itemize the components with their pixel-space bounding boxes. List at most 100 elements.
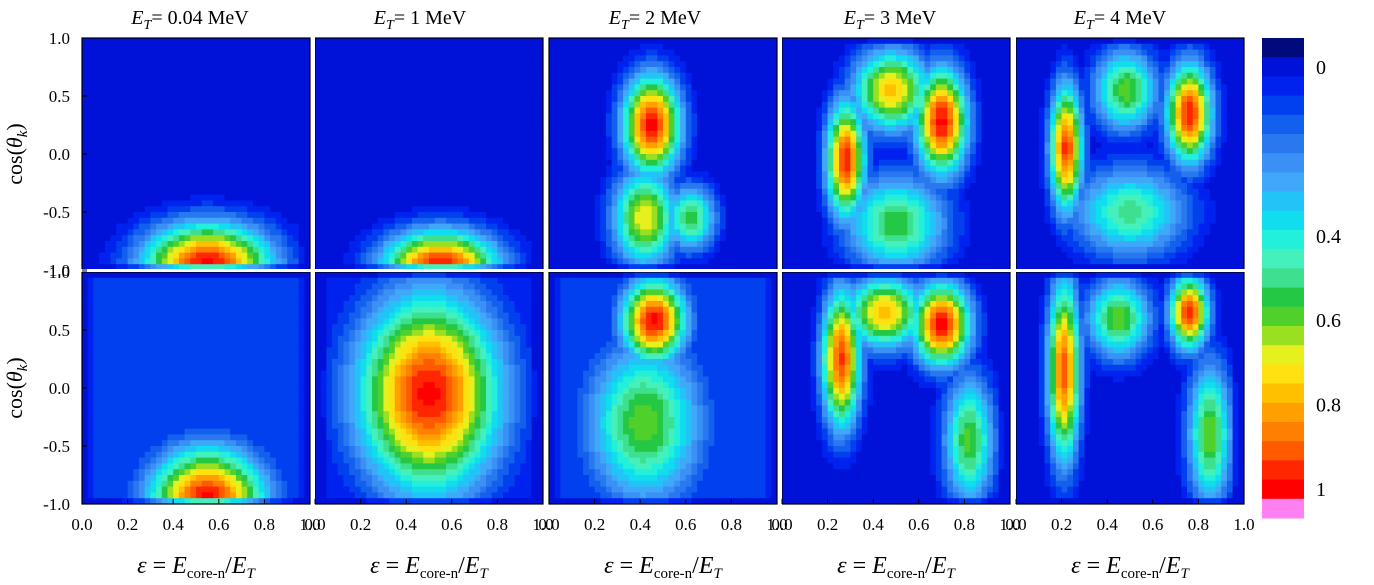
heat-cell [708, 246, 715, 254]
heat-cell [497, 61, 504, 68]
heat-cell [663, 212, 670, 219]
heat-cell [691, 171, 698, 178]
heat-cell [804, 107, 812, 114]
heat-cell [793, 78, 800, 85]
heat-cell [224, 130, 231, 138]
heat-cell [394, 258, 402, 265]
heat-cell [765, 72, 772, 80]
heat-cell [406, 125, 413, 132]
heat-cell [566, 119, 573, 126]
heat-cell [645, 148, 653, 155]
heat-cell [292, 136, 300, 143]
heat-cell [663, 177, 670, 184]
heat-cell [600, 188, 607, 196]
heat-cell [560, 246, 567, 254]
heat-cell [577, 177, 584, 184]
heat-cell [634, 148, 641, 155]
heat-cell [343, 177, 350, 184]
heat-cell [451, 252, 459, 259]
heat-cell [372, 229, 379, 236]
heat-cell [332, 130, 339, 138]
heat-cell [554, 61, 561, 68]
heat-cell [588, 55, 596, 62]
heat-cell [287, 223, 294, 230]
heat-cell [110, 55, 117, 62]
heat-cell [400, 49, 407, 56]
heat-cell [566, 101, 573, 109]
heat-cell [218, 171, 226, 178]
heat-cell [275, 235, 283, 242]
heat-cell [315, 49, 322, 56]
heat-cell [264, 154, 271, 161]
heat-cell [275, 38, 283, 45]
heat-cell [394, 96, 402, 103]
heat-cell [354, 223, 362, 230]
heat-cell [156, 101, 163, 109]
heat-cell [326, 177, 333, 184]
heat-cell [389, 119, 396, 126]
heat-cell [611, 61, 618, 68]
heat-cell [173, 165, 180, 172]
heat-cell [337, 194, 345, 201]
heat-cell [82, 119, 89, 126]
heat-cell [508, 217, 516, 225]
heat-cell [190, 119, 197, 126]
heat-cell [787, 90, 794, 97]
heat-cell [270, 235, 277, 242]
heat-cell [133, 183, 140, 190]
heat-cell [503, 113, 510, 120]
heat-cell [394, 67, 402, 74]
heat-cell [423, 264, 430, 270]
heat-cell [423, 49, 430, 56]
heat-cell [389, 67, 396, 74]
heat-cell [400, 264, 407, 270]
heat-cell [537, 78, 543, 85]
heat-cell [104, 165, 112, 172]
heat-cell [514, 217, 521, 225]
heat-cell [623, 217, 630, 225]
heat-cell [196, 78, 203, 85]
heat-cell [640, 84, 647, 91]
heat-cell [150, 177, 157, 184]
heat-cell [645, 84, 653, 91]
heat-cell [531, 67, 538, 74]
heat-cell [463, 67, 470, 74]
heat-cell [549, 72, 556, 80]
heat-cell [372, 223, 379, 230]
heat-cell [372, 171, 379, 178]
heat-cell [133, 194, 140, 201]
heat-cell [116, 246, 123, 254]
heat-cell [668, 264, 675, 270]
heat-cell [224, 229, 231, 236]
heat-cell [343, 171, 350, 178]
heat-cell [275, 136, 283, 143]
heat-cell [640, 148, 647, 155]
heat-cell [292, 241, 300, 248]
heat-cell [486, 183, 493, 190]
heat-cell [583, 148, 590, 155]
heat-cell [292, 246, 300, 254]
heat-cell [104, 252, 112, 259]
heat-cell [771, 43, 777, 51]
heat-cell [281, 101, 288, 109]
heat-cell [611, 107, 618, 114]
heat-cell [196, 113, 203, 120]
heat-cell [600, 96, 607, 103]
heat-cell [520, 217, 527, 225]
heat-cell [446, 206, 453, 213]
heat-cell [354, 148, 362, 155]
heat-cell [611, 159, 618, 167]
heat-cell [275, 154, 283, 161]
heat-cell [173, 101, 180, 109]
heat-cell [429, 188, 436, 196]
heat-cell [720, 258, 727, 265]
heat-cell [394, 136, 402, 143]
heat-cell [691, 113, 698, 120]
heat-cell [531, 258, 538, 265]
heat-cell [560, 125, 567, 132]
heat-cell [525, 107, 533, 114]
heat-cell [759, 125, 767, 132]
heat-cell [366, 212, 373, 219]
heat-cell [241, 252, 248, 259]
heat-cell [714, 148, 721, 155]
